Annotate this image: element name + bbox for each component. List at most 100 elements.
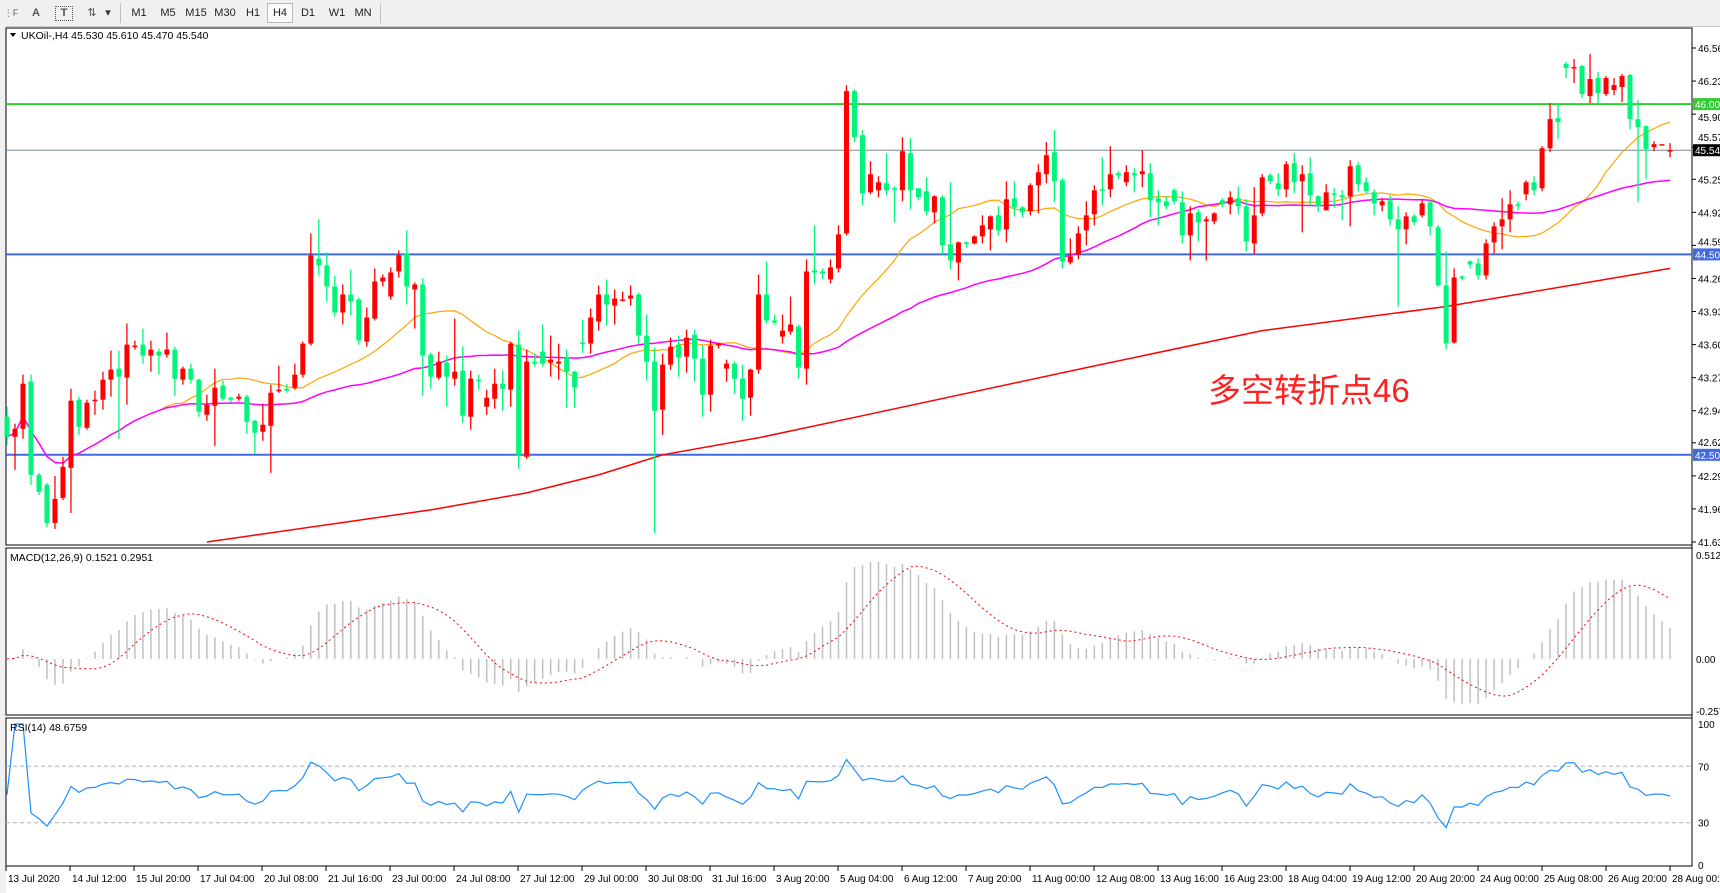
candle-body (708, 345, 714, 395)
candle-body (828, 267, 834, 280)
timeframe-mn-button[interactable]: MN (354, 7, 372, 19)
candle-body (1067, 256, 1073, 263)
candle (52, 475, 58, 529)
fibonacci-fan-icon[interactable]: ⋮F (3, 8, 19, 18)
candle (1331, 188, 1337, 208)
candle-body (836, 234, 841, 269)
candles (4, 54, 1673, 533)
candle (780, 314, 786, 344)
candle-body (524, 361, 530, 457)
candle (532, 354, 538, 367)
candle (756, 274, 762, 374)
candle-body (1147, 173, 1153, 201)
candle (1203, 216, 1209, 261)
candle-body (1299, 174, 1305, 182)
candle (1339, 190, 1345, 221)
text-label-icon[interactable]: T (55, 6, 73, 21)
candle-body (84, 402, 90, 428)
candle-body (1563, 64, 1569, 69)
candle (772, 314, 778, 325)
timeframe-d1-button[interactable]: D1 (300, 7, 316, 19)
candle (955, 241, 961, 281)
candle-body (612, 298, 618, 306)
candle-body (1491, 226, 1497, 243)
candle-body (180, 368, 186, 380)
candle-body (1315, 196, 1321, 207)
candle-body (380, 277, 386, 282)
text-tool-icon[interactable]: A (32, 7, 40, 19)
candle-body (899, 151, 905, 191)
support-line-42-50-label-bg (1693, 448, 1720, 461)
candle (476, 374, 482, 390)
candle (947, 182, 953, 270)
candle-body (92, 399, 98, 402)
candle (668, 337, 674, 370)
candle (1291, 153, 1297, 194)
candle (612, 289, 618, 325)
candle-body (60, 466, 66, 498)
candle-body (508, 343, 514, 390)
timeframe-h4-button[interactable]: H4 (267, 3, 293, 23)
arrows-tool-icon[interactable]: ⇅ (87, 7, 97, 19)
candle-body (100, 379, 106, 400)
candle (1355, 162, 1361, 192)
rsi-pane[interactable] (5, 717, 1693, 867)
ma-mid-line (6, 179, 1671, 464)
candle-body (460, 370, 466, 416)
candle-body (1459, 276, 1465, 279)
candle (995, 206, 1001, 236)
timeframe-m5-button[interactable]: M5 (160, 7, 176, 19)
candle (164, 332, 170, 358)
candle (1563, 62, 1569, 79)
candle-body (979, 225, 985, 237)
time-tick-label: 28 Aug 00:00 (1672, 874, 1720, 885)
candle (28, 374, 34, 485)
candle-body (36, 474, 42, 492)
price-tick-label: 43.93 (1698, 308, 1720, 319)
candle (1555, 103, 1561, 140)
dropdown-arrow-icon[interactable]: ▾ (105, 7, 111, 19)
macd-pane[interactable] (5, 547, 1693, 716)
candle-body (1467, 261, 1473, 265)
candle (1083, 201, 1089, 246)
candle-body (1339, 195, 1345, 198)
candle-body (740, 378, 746, 399)
candle (1507, 190, 1513, 233)
candle-body (1371, 192, 1377, 204)
price-tick-label: 42.62 (1698, 438, 1720, 449)
timeframe-m1-button[interactable]: M1 (131, 7, 147, 19)
candle-body (1019, 207, 1025, 213)
candle (1107, 146, 1113, 198)
main-pane[interactable] (5, 27, 1693, 546)
candle-body (68, 400, 74, 468)
candle-body (548, 359, 554, 363)
candle-body (1571, 67, 1577, 69)
candle (1363, 177, 1369, 194)
candle (604, 279, 610, 326)
candle (1283, 161, 1289, 198)
candle (883, 153, 889, 196)
candle (1475, 258, 1481, 280)
candle (180, 366, 186, 385)
candle (140, 328, 146, 364)
time-tick-label: 15 Jul 20:00 (136, 874, 191, 885)
candle-body (1307, 173, 1313, 196)
price-tick-label: 44.26 (1698, 274, 1720, 285)
timeframe-h1-button[interactable]: H1 (245, 7, 261, 19)
candle-body (1059, 180, 1065, 262)
candle (1171, 188, 1177, 205)
candle-body (308, 255, 314, 344)
pivot-line-46-label-bg (1693, 98, 1720, 111)
timeframe-w1-button[interactable]: W1 (328, 7, 346, 19)
candle (436, 351, 442, 380)
candle-body (1643, 126, 1649, 150)
timeframe-m15-button[interactable]: M15 (185, 7, 207, 19)
candle-body (332, 286, 338, 313)
candle-body (428, 354, 434, 377)
candle (1299, 165, 1305, 233)
collapse-triangle-icon[interactable] (10, 33, 16, 37)
candle-body (1283, 164, 1289, 190)
timeframe-m30-button[interactable]: M30 (214, 7, 236, 19)
candle (492, 368, 498, 409)
price-chart[interactable]: 46.56 46.23 45.90 45.57 45.25 44.92 44.59 44.26… (0, 26, 1720, 893)
